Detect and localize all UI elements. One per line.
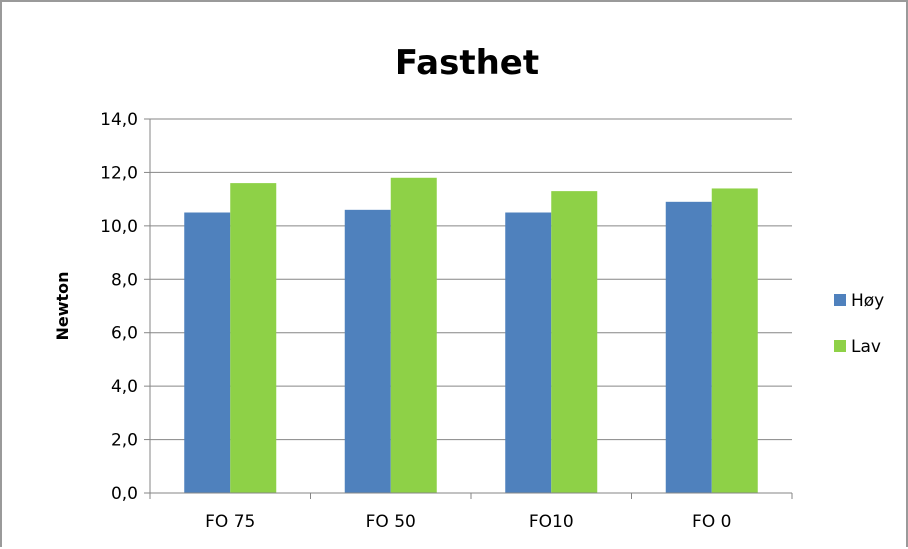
bar-hy-3 (505, 212, 552, 493)
y-tick-label: 12,0 (100, 163, 138, 183)
bars (184, 177, 758, 494)
chart-title: Fasthet (395, 43, 539, 83)
y-tick-label: 10,0 (100, 217, 138, 237)
y-tick-label: 8,0 (111, 270, 138, 290)
legend: Høy Lav (834, 291, 884, 357)
bar-lav-3 (551, 191, 598, 493)
legend-label: Høy (851, 291, 884, 311)
x-tick-label: FO 50 (366, 512, 416, 532)
axes (144, 118, 793, 499)
bar-lav-1 (230, 183, 277, 493)
x-tick-label: FO 75 (205, 512, 255, 532)
bar-hy-4 (665, 201, 712, 494)
bar-hy-2 (344, 209, 391, 494)
y-tick-labels: 0,0 2,0 4,0 6,0 8,0 10,0 12,0 14,0 (100, 110, 138, 504)
y-tick-label: 14,0 (100, 110, 138, 130)
bar-lav-4 (711, 188, 758, 493)
y-tick-label: 4,0 (111, 377, 138, 397)
bar-hy-1 (184, 212, 231, 493)
y-tick-label: 0,0 (111, 484, 138, 504)
x-tick-label: FO 0 (692, 512, 731, 532)
legend-swatch (834, 340, 846, 352)
x-tick-label: FO10 (529, 512, 574, 532)
x-tick-labels: FO 75 FO 50 FO10 FO 0 (205, 512, 731, 532)
legend-label: Lav (851, 337, 881, 357)
legend-swatch (834, 294, 846, 306)
y-tick-label: 6,0 (111, 324, 138, 344)
bar-lav-2 (390, 177, 437, 493)
y-tick-label: 2,0 (111, 431, 138, 451)
y-axis-label: Newton (53, 271, 72, 340)
